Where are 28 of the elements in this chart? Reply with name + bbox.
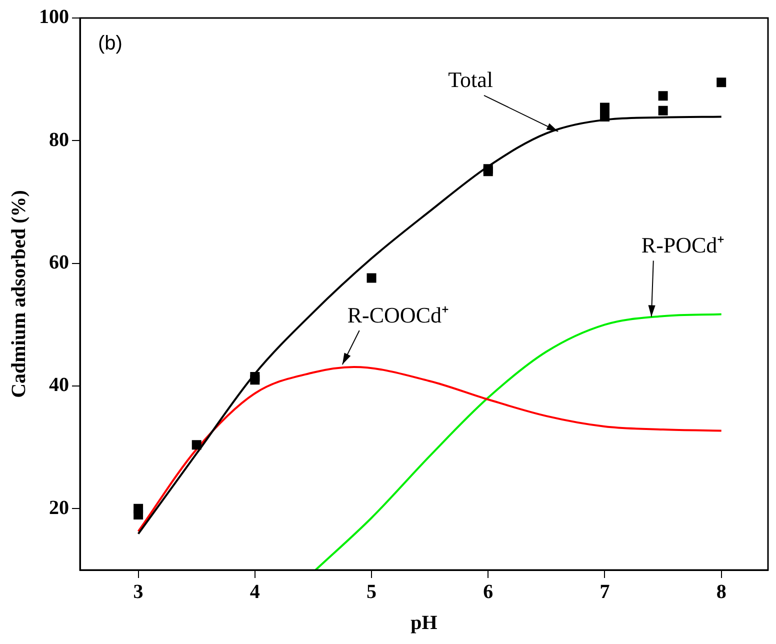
y-tick-label: 40	[49, 374, 69, 396]
annotation: Total	[448, 67, 494, 92]
x-tick-label: 6	[483, 581, 494, 604]
point	[483, 166, 493, 176]
annotation: R-POCd⁺	[641, 232, 724, 258]
x-tick-label: 4	[250, 581, 260, 604]
annotation: R-COOCd⁺	[347, 302, 448, 328]
point	[600, 112, 610, 122]
annotation: (b)	[98, 32, 122, 55]
y-tick-label: 100	[39, 6, 69, 28]
x-tick-label: 5	[366, 581, 377, 604]
y-tick-label: 60	[49, 252, 69, 274]
point	[716, 78, 726, 88]
y-tick-label: 20	[49, 496, 69, 519]
x-tick-label: 3	[133, 581, 144, 604]
x-tick-label: 7	[600, 581, 610, 604]
point	[250, 375, 260, 385]
point	[600, 102, 610, 112]
point	[134, 504, 144, 514]
point	[192, 440, 202, 450]
point	[658, 91, 668, 101]
y-axis-title: Cadmium adsorbed (%)	[8, 190, 30, 398]
y-tick-label: 80	[49, 128, 69, 151]
point	[658, 106, 668, 116]
point	[366, 273, 376, 283]
line-series	[137, 366, 722, 532]
x-axis-title: pH	[410, 612, 438, 634]
x-tick-label: 8	[716, 581, 726, 604]
